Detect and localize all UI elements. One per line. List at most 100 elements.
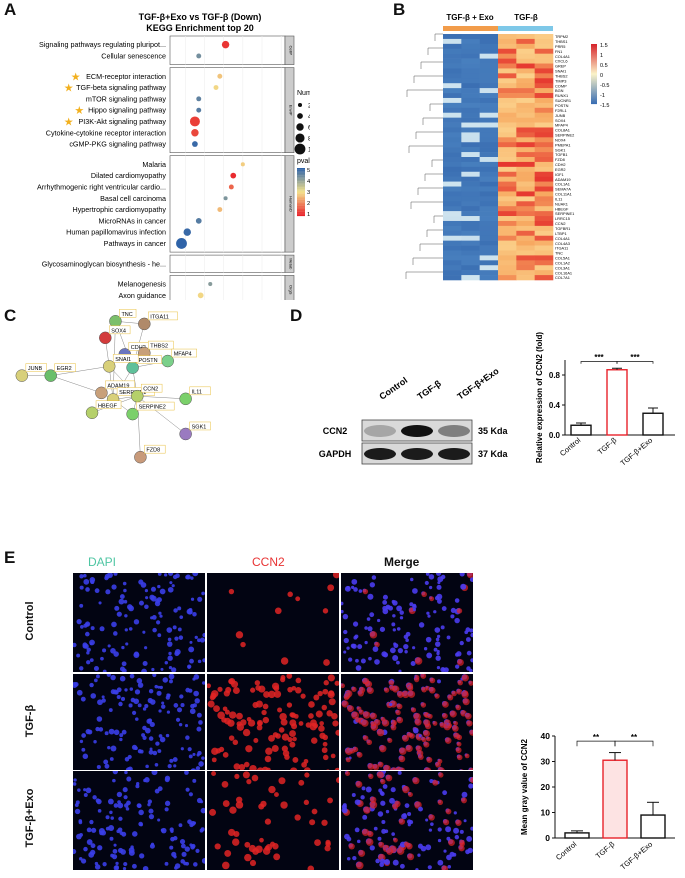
heatmap-cell: [516, 78, 535, 84]
nucleus: [73, 782, 77, 786]
ccn2-signal: [253, 737, 259, 743]
ccn2-signal: [457, 659, 464, 666]
ccn2-signal: [362, 735, 369, 741]
nucleus: [342, 613, 349, 620]
micrograph-image: [209, 771, 339, 870]
nucleus: [375, 858, 380, 864]
legend-cell: [591, 91, 597, 93]
heatmap-cell: [498, 97, 517, 104]
nucleus: [152, 674, 157, 678]
heatmap-cell: [443, 117, 462, 123]
nucleus: [90, 626, 95, 631]
nucleus: [379, 858, 386, 864]
nucleus: [133, 652, 140, 659]
heatmap-cell: [516, 235, 535, 241]
gene-label: COL8A1: [555, 128, 570, 133]
nucleus: [89, 682, 94, 688]
heatmap-cell: [479, 206, 499, 212]
gene-label: COL1A2: [555, 260, 570, 265]
ccn2-signal: [304, 772, 310, 778]
heatmap-cell: [534, 275, 554, 281]
nucleus: [346, 856, 351, 861]
heatmap-cell: [443, 265, 462, 271]
heatmap-cell: [498, 58, 517, 64]
nucleus: [382, 599, 388, 605]
ccn2-signal: [437, 758, 443, 764]
nucleus: [119, 675, 126, 682]
nucleus: [409, 602, 414, 607]
ccn2-signal: [441, 865, 449, 870]
gene-label: CCN2: [555, 221, 566, 226]
nucleus: [168, 674, 175, 680]
nucleus: [123, 795, 128, 800]
nucleus: [154, 762, 159, 767]
nucleus: [434, 627, 441, 633]
nucleus: [417, 853, 421, 857]
x-tick: TGF-β: [594, 839, 617, 860]
ccn2-signal: [432, 779, 439, 786]
nucleus: [142, 661, 148, 667]
nucleus: [122, 866, 127, 870]
heatmap-cell: [516, 73, 535, 79]
nucleus: [128, 627, 133, 631]
y-tick: 10: [541, 808, 551, 818]
ccn2-signal: [221, 861, 230, 870]
nucleus: [389, 647, 396, 654]
ccn2-signal: [368, 773, 374, 779]
heatmap-cell: [534, 181, 554, 187]
nucleus: [122, 787, 128, 793]
heatmap-cell: [516, 191, 535, 197]
heatmap-cell: [479, 127, 499, 133]
nucleus: [173, 764, 177, 768]
nucleus: [142, 865, 149, 870]
nucleus: [190, 703, 195, 709]
nucleus: [111, 584, 117, 590]
color-legend-cell: [297, 181, 305, 183]
nucleus: [128, 703, 133, 708]
nucleus: [167, 573, 174, 576]
x-tick: TGF-β: [596, 435, 619, 456]
nucleus: [371, 575, 377, 580]
ccn2-signal: [232, 687, 240, 695]
heatmap-cell: [461, 181, 480, 187]
color-legend-cell: [297, 182, 305, 184]
ccn2-signal: [232, 838, 240, 846]
nucleus: [84, 621, 91, 627]
gene-label: COL4A1: [555, 236, 570, 241]
y-tick: 40: [541, 731, 551, 741]
term-label: TGF-beta signaling pathway: [76, 83, 166, 92]
nucleus: [466, 836, 473, 842]
network-node: [15, 369, 29, 382]
color-legend-cell: [297, 178, 305, 181]
nucleus: [379, 791, 384, 795]
nucleus: [197, 596, 203, 602]
nucleus: [466, 650, 472, 656]
ccn2-signal: [434, 693, 440, 699]
heatmap-cell: [461, 240, 480, 246]
heatmap-cell: [498, 191, 517, 197]
ccn2-signal: [332, 573, 339, 579]
data-point: [217, 73, 223, 79]
heatmap-cell: [443, 78, 462, 84]
ccn2-signal: [345, 757, 351, 763]
ccn2-signal: [274, 792, 279, 797]
ccn2-signal: [415, 745, 422, 752]
ccn2-signal: [229, 806, 237, 814]
nucleus: [198, 761, 204, 767]
ccn2-signal: [456, 688, 463, 695]
term-label: Dilated cardiomyopathy: [91, 171, 167, 180]
nucleus: [107, 644, 111, 648]
ccn2-signal: [278, 777, 286, 785]
ccn2-signal: [311, 737, 318, 744]
heatmap-cell: [534, 211, 554, 217]
ccn2-signal: [250, 687, 256, 693]
heatmap-cell: [498, 265, 517, 271]
heatmap-cell: [461, 235, 480, 241]
micrograph-image: [341, 674, 473, 773]
legend-cell: [591, 49, 597, 51]
facet-label: HumanD: [289, 196, 294, 212]
nucleus: [374, 659, 380, 665]
ccn2-signal: [327, 674, 335, 682]
nucleus: [115, 861, 119, 866]
heatmap-cell: [443, 161, 462, 168]
